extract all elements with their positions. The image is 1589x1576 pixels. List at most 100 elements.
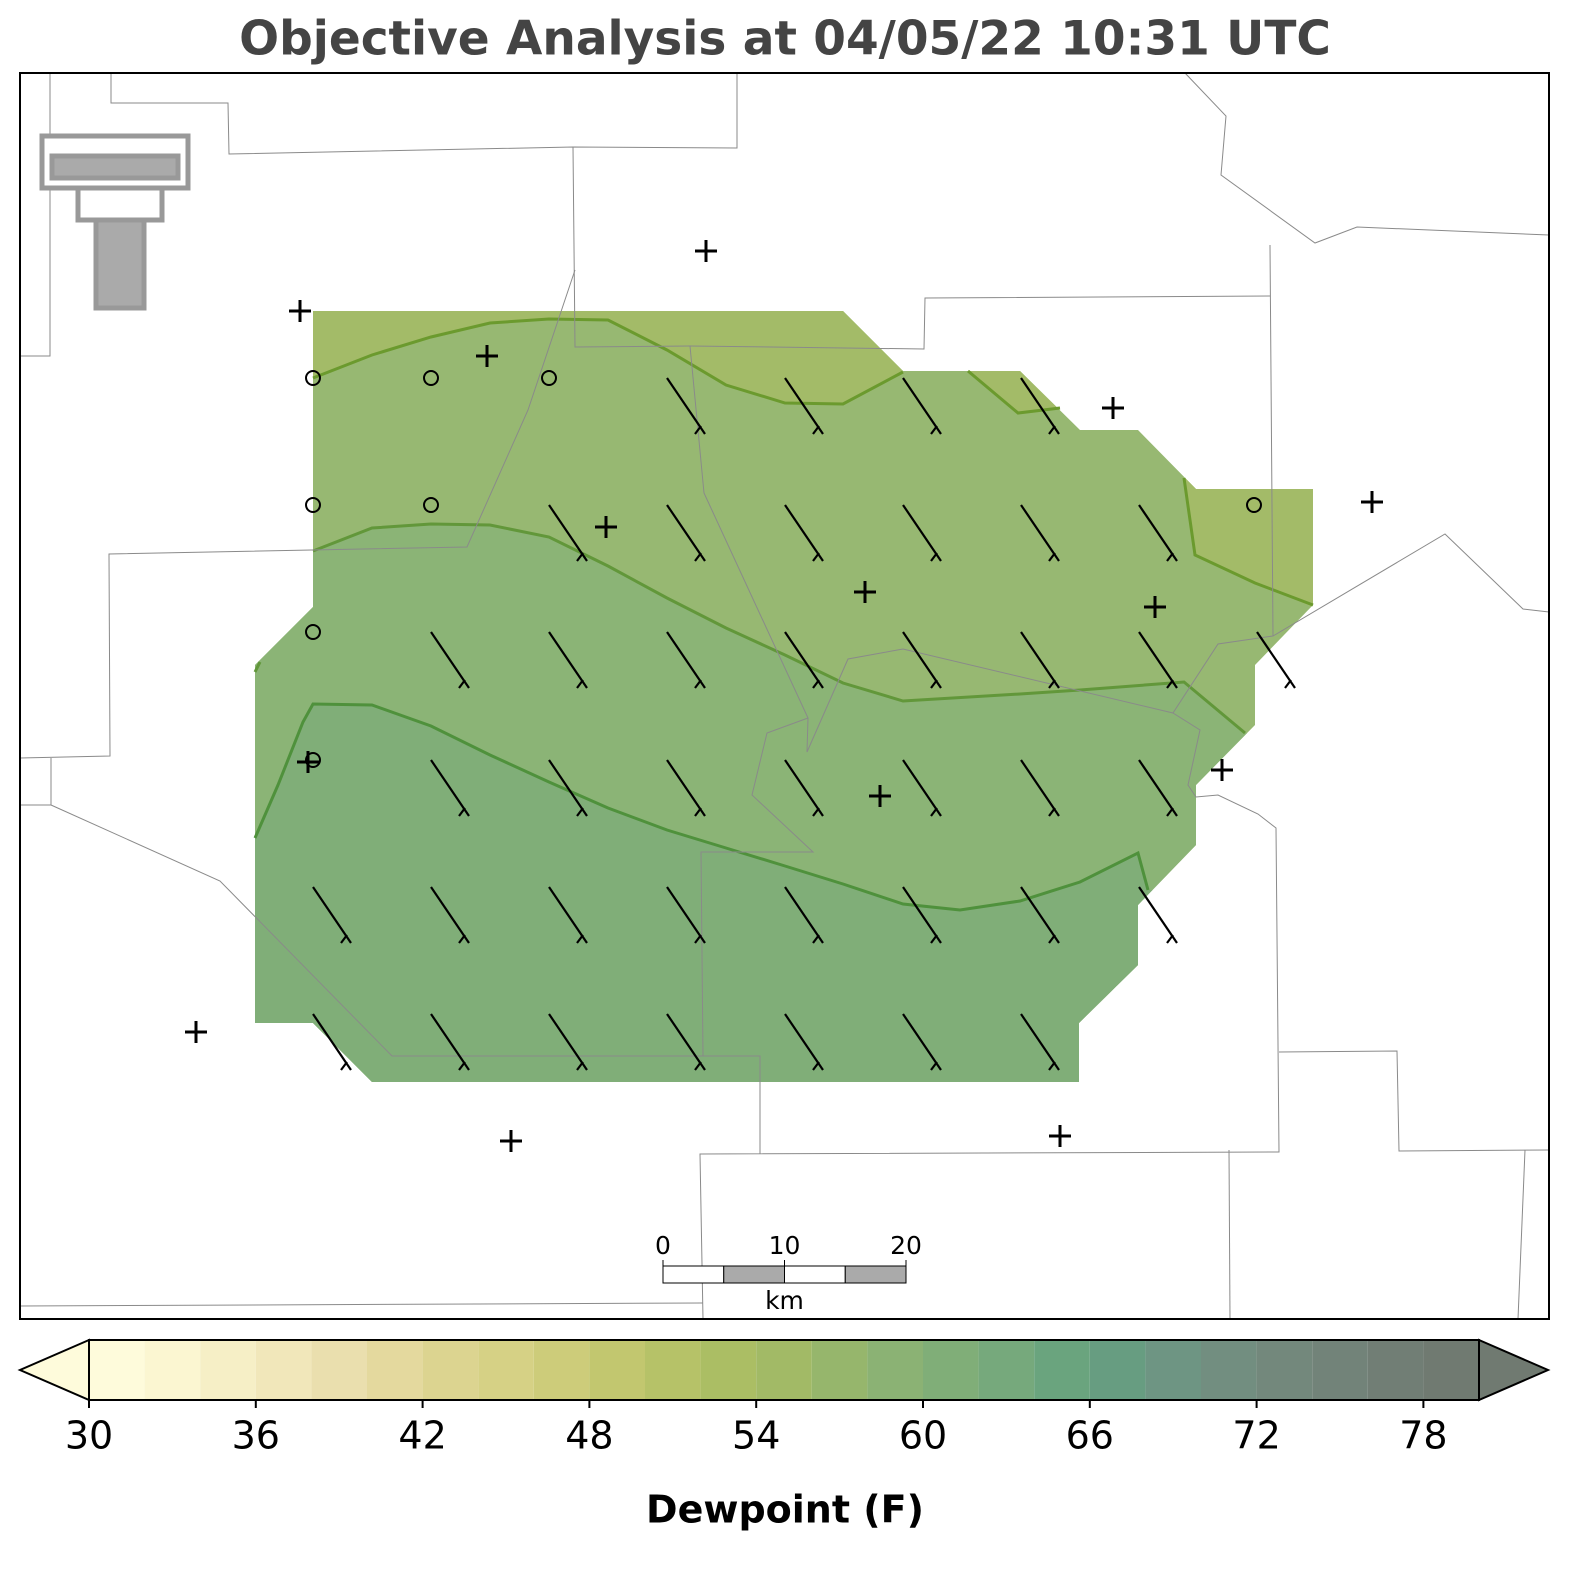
scale-segment bbox=[784, 1265, 846, 1284]
calm-wind bbox=[423, 497, 439, 513]
county-line bbox=[689, 345, 1174, 753]
wind-barb bbox=[1138, 631, 1178, 689]
colorbar-tick-label: 30 bbox=[65, 1414, 113, 1458]
contours bbox=[253, 317, 1314, 912]
colorbar-bin bbox=[1034, 1340, 1090, 1400]
colorbar-bin bbox=[144, 1340, 201, 1400]
wind-barb-flag bbox=[930, 425, 938, 435]
colorbar-bin bbox=[645, 1340, 701, 1400]
wind-barb-flag bbox=[930, 934, 938, 944]
wind-barb-flag bbox=[1048, 425, 1056, 435]
colorbar: 30 36 42 48 54 60 66 72 78 bbox=[17, 1338, 1551, 1458]
station bbox=[595, 516, 617, 538]
map bbox=[19, 72, 1550, 1320]
wind-barb bbox=[902, 377, 942, 435]
wind-barb bbox=[1020, 631, 1060, 689]
county-line bbox=[50, 804, 761, 1154]
contour bbox=[253, 702, 1150, 912]
county-line bbox=[1278, 1050, 1550, 1152]
station bbox=[1102, 397, 1124, 419]
wind-barb bbox=[666, 631, 706, 689]
wind-barb bbox=[1020, 759, 1060, 817]
colorbar-bin bbox=[533, 1340, 590, 1400]
scale-tick-label: 10 bbox=[769, 1231, 801, 1260]
station bbox=[1211, 759, 1233, 781]
colorbar-tick-label: 54 bbox=[732, 1414, 780, 1458]
county-line bbox=[19, 269, 576, 759]
wind-barb-flag bbox=[930, 679, 938, 689]
scale-segment bbox=[662, 1265, 725, 1284]
wind-barb bbox=[784, 631, 824, 689]
wind-barb-flag bbox=[458, 1061, 466, 1071]
station bbox=[1049, 1125, 1071, 1147]
county-line bbox=[699, 244, 1280, 1320]
wind-barb-flag bbox=[1048, 552, 1056, 562]
wind-barb bbox=[666, 1013, 706, 1071]
station bbox=[500, 1130, 522, 1152]
wind-barb bbox=[1138, 886, 1178, 944]
colorbar-bin bbox=[311, 1340, 367, 1400]
colorbar-bin bbox=[700, 1340, 757, 1400]
wind-barb bbox=[430, 886, 470, 944]
calm-wind bbox=[305, 624, 321, 640]
county-lines bbox=[19, 72, 1550, 1320]
wind-barb bbox=[784, 504, 824, 562]
logo-bar bbox=[49, 153, 181, 181]
colorbar-bin bbox=[589, 1340, 645, 1400]
wind-barb bbox=[1138, 759, 1178, 817]
county-line bbox=[19, 1302, 704, 1307]
contour bbox=[312, 317, 904, 406]
county-line bbox=[110, 73, 738, 155]
wind-barb bbox=[784, 1013, 824, 1071]
map-frame bbox=[19, 72, 1550, 1320]
wind-barb-flag bbox=[1166, 552, 1174, 562]
county-line bbox=[572, 146, 1271, 350]
colorbar-bin bbox=[478, 1340, 534, 1400]
wind-barb bbox=[548, 759, 588, 817]
county-line bbox=[1228, 1149, 1231, 1320]
colorbar-bin bbox=[978, 1340, 1035, 1400]
wind-barb-flag bbox=[694, 679, 702, 689]
wind-barb-flag bbox=[694, 807, 702, 817]
wind-barb bbox=[666, 377, 706, 435]
colorbar-tick-label: 36 bbox=[232, 1414, 280, 1458]
station bbox=[854, 581, 876, 603]
wind-barb-flag bbox=[812, 679, 820, 689]
colorbar-bin bbox=[1423, 1340, 1479, 1400]
wind-barb-flag bbox=[340, 1061, 348, 1071]
wind-barb-flag bbox=[930, 552, 938, 562]
colorbar-bin bbox=[1367, 1340, 1424, 1400]
county-line bbox=[1272, 533, 1550, 637]
contour bbox=[312, 522, 1246, 735]
wind-barb-flag bbox=[812, 552, 820, 562]
calm-wind bbox=[305, 497, 321, 513]
county-line bbox=[700, 717, 815, 1057]
calm-wind bbox=[305, 752, 321, 768]
county-line bbox=[20, 73, 51, 357]
colorbar-tick-label: 48 bbox=[565, 1414, 613, 1458]
calm-wind bbox=[1246, 497, 1262, 513]
wind-barb bbox=[902, 886, 942, 944]
colorbar-tick-label: 72 bbox=[1232, 1414, 1280, 1458]
wind-barb-flag bbox=[1166, 807, 1174, 817]
wind-barb-flag bbox=[576, 1061, 584, 1071]
title: Objective Analysis at 04/05/22 10:31 UTC bbox=[239, 12, 1331, 67]
wind-barb-flag bbox=[458, 679, 466, 689]
station bbox=[185, 1021, 207, 1043]
colorbar-tick-label: 60 bbox=[899, 1414, 947, 1458]
dewpoint-fill bbox=[255, 311, 1313, 1082]
colorbar-bin bbox=[1201, 1340, 1257, 1400]
calm-wind bbox=[423, 370, 439, 386]
station bbox=[289, 300, 311, 322]
wind-barb-flag bbox=[694, 934, 702, 944]
colorbar-bin bbox=[367, 1340, 423, 1400]
wind-barb bbox=[666, 504, 706, 562]
wind-barb bbox=[548, 504, 588, 562]
wind-barb-flag bbox=[930, 1061, 938, 1071]
colorbar-tick-label: 42 bbox=[398, 1414, 446, 1458]
wind-barb-flag bbox=[1048, 807, 1056, 817]
scale-tick-label: 0 bbox=[655, 1231, 671, 1260]
wind-barb-flag bbox=[1166, 679, 1174, 689]
colorbar-bin bbox=[255, 1340, 312, 1400]
wind-barb bbox=[312, 1013, 352, 1071]
